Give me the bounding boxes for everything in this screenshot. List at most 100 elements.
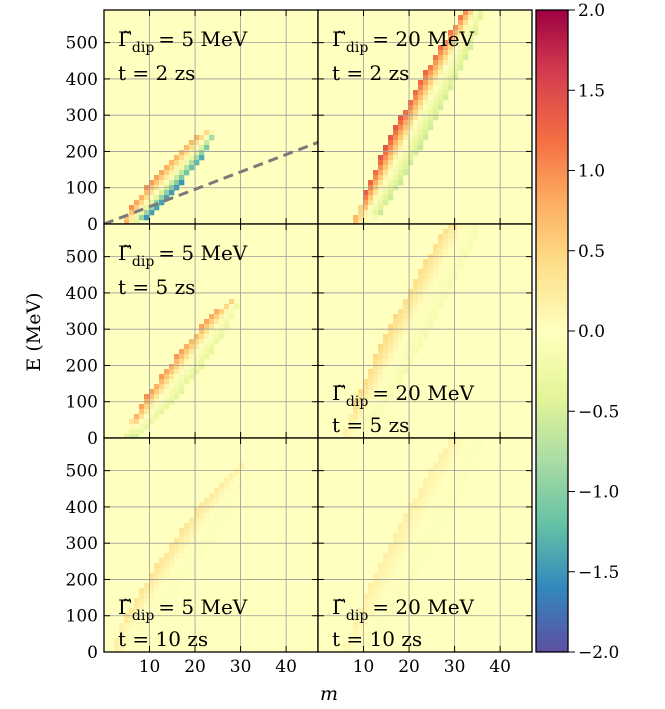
heatmap-cell [433,70,438,75]
heatmap-cell [428,125,433,130]
heatmap-cell [383,195,388,200]
heatmap-cell [179,538,184,543]
heatmap-cell [468,448,473,453]
heatmap-cell [189,140,194,145]
heatmap-cell [453,498,458,503]
heatmap-cell [413,518,418,523]
heatmap-cell [179,170,184,175]
heatmap-cell [443,234,448,239]
heatmap-cell [388,329,393,334]
heatmap-cell [214,329,219,334]
heatmap-cell [413,150,418,155]
heatmap-cell [433,75,438,80]
heatmap-cell [224,309,229,314]
heatmap-cell [174,180,179,185]
heatmap-cell [428,508,433,513]
heatmap-cell [393,538,398,543]
heatmap-cell [433,463,438,468]
heatmap-cell [199,533,204,538]
heatmap-cell [393,324,398,329]
heatmap-cell [174,578,179,583]
heatmap-cell [239,478,244,483]
heatmap-cell [378,205,383,210]
heatmap-cell [448,498,453,503]
heatmap-cell [393,568,398,573]
heatmap-cell [209,349,214,354]
colorbar-tick-label: 0.5 [578,242,605,262]
heatmap-cell [478,438,483,443]
heatmap-cell [209,538,214,543]
heatmap-cell [413,558,418,563]
heatmap-cell [443,229,448,234]
heatmap-cell [423,105,428,110]
heatmap-cell [398,150,403,155]
heatmap-cell [204,135,209,140]
heatmap-cell [378,568,383,573]
heatmap-cell [239,473,244,478]
heatmap-cell [174,354,179,359]
heatmap-cell [403,563,408,568]
heatmap-cell [398,533,403,538]
heatmap-cell [144,215,149,220]
y-axis-label-group: E (MeV) [23,292,45,371]
heatmap-cell [458,15,463,20]
heatmap-cell [204,538,209,543]
heatmap-cell [438,488,443,493]
heatmap-cell [393,334,398,339]
heatmap-cell [209,324,214,329]
heatmap-cell [209,329,214,334]
heatmap-cell [378,359,383,364]
heatmap-cell [458,234,463,239]
heatmap-cell [413,528,418,533]
heatmap-cell [239,463,244,468]
heatmap-cell [428,493,433,498]
heatmap-cell [154,180,159,185]
heatmap-cell [398,563,403,568]
heatmap-cell [448,438,453,443]
heatmap-cell [423,309,428,314]
heatmap-cell [448,224,453,229]
heatmap-cell [428,80,433,85]
heatmap-cell [184,145,189,150]
heatmap-cell [458,443,463,448]
heatmap-cell [448,274,453,279]
heatmap-cell [204,140,209,145]
heatmap-cell [413,349,418,354]
heatmap-cell [179,175,184,180]
heatmap-cell [443,284,448,289]
heatmap-cell [448,473,453,478]
heatmap-cell [448,55,453,60]
heatmap-cell [398,349,403,354]
heatmap-cell [398,334,403,339]
heatmap-cell [164,389,169,394]
heatmap-cell [448,463,453,468]
heatmap-cell [438,304,443,309]
heatmap-cell [393,563,398,568]
heatmap-cell [169,583,174,588]
heatmap-cell [234,493,239,498]
heatmap-cell [214,314,219,319]
heatmap-cell [159,180,164,185]
heatmap-cell [443,488,448,493]
heatmap-cell [388,334,393,339]
heatmap-cell [458,259,463,264]
heatmap-cell [418,498,423,503]
heatmap-cell [378,583,383,588]
heatmap-cell [413,548,418,553]
heatmap-cell [428,95,433,100]
heatmap-cell [159,583,164,588]
heatmap-cell [199,548,204,553]
heatmap-cell [438,65,443,70]
heatmap-cell [164,369,169,374]
heatmap-cell [448,65,453,70]
heatmap-cell [393,543,398,548]
heatmap-cell [418,339,423,344]
y-tick-label: 500 [66,462,98,482]
heatmap-cell [169,568,174,573]
heatmap-cell [413,284,418,289]
heatmap-cell [413,508,418,513]
heatmap-cell [134,598,139,603]
heatmap-cell [428,85,433,90]
heatmap-cell [388,155,393,160]
heatmap-cell [378,165,383,170]
